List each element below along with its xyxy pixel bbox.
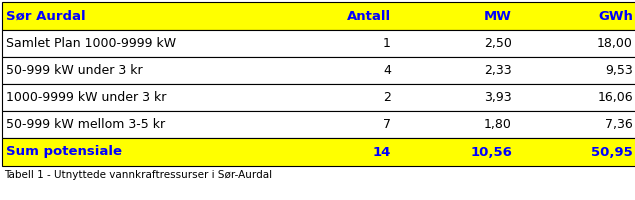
Bar xyxy=(2,111,635,138)
Text: 4: 4 xyxy=(383,64,391,77)
Text: 2,33: 2,33 xyxy=(485,64,512,77)
Text: Tabell 1 - Utnyttede vannkraftressurser i Sør-Aurdal: Tabell 1 - Utnyttede vannkraftressurser … xyxy=(4,170,272,180)
Text: Samlet Plan 1000-9999 kW: Samlet Plan 1000-9999 kW xyxy=(6,37,176,50)
Bar xyxy=(2,138,635,166)
Text: 7: 7 xyxy=(383,118,391,131)
Text: 50,95: 50,95 xyxy=(591,146,633,158)
Bar xyxy=(2,84,635,111)
Text: 50-999 kW under 3 kr: 50-999 kW under 3 kr xyxy=(6,64,143,77)
Text: 14: 14 xyxy=(373,146,391,158)
Text: MW: MW xyxy=(484,9,512,22)
Text: 2,50: 2,50 xyxy=(484,37,512,50)
Text: 10,56: 10,56 xyxy=(470,146,512,158)
Text: 9,53: 9,53 xyxy=(605,64,633,77)
Text: 18,00: 18,00 xyxy=(597,37,633,50)
Text: 2: 2 xyxy=(383,91,391,104)
Text: GWh: GWh xyxy=(598,9,633,22)
Text: Sum potensiale: Sum potensiale xyxy=(6,146,122,158)
Text: 3,93: 3,93 xyxy=(485,91,512,104)
Text: Sør Aurdal: Sør Aurdal xyxy=(6,9,86,22)
Bar xyxy=(2,2,635,30)
Text: 16,06: 16,06 xyxy=(598,91,633,104)
Text: Antall: Antall xyxy=(347,9,391,22)
Text: 1,80: 1,80 xyxy=(484,118,512,131)
Bar xyxy=(2,57,635,84)
Text: 1: 1 xyxy=(383,37,391,50)
Bar xyxy=(2,30,635,57)
Text: 1000-9999 kW under 3 kr: 1000-9999 kW under 3 kr xyxy=(6,91,166,104)
Text: 7,36: 7,36 xyxy=(605,118,633,131)
Text: 50-999 kW mellom 3-5 kr: 50-999 kW mellom 3-5 kr xyxy=(6,118,165,131)
